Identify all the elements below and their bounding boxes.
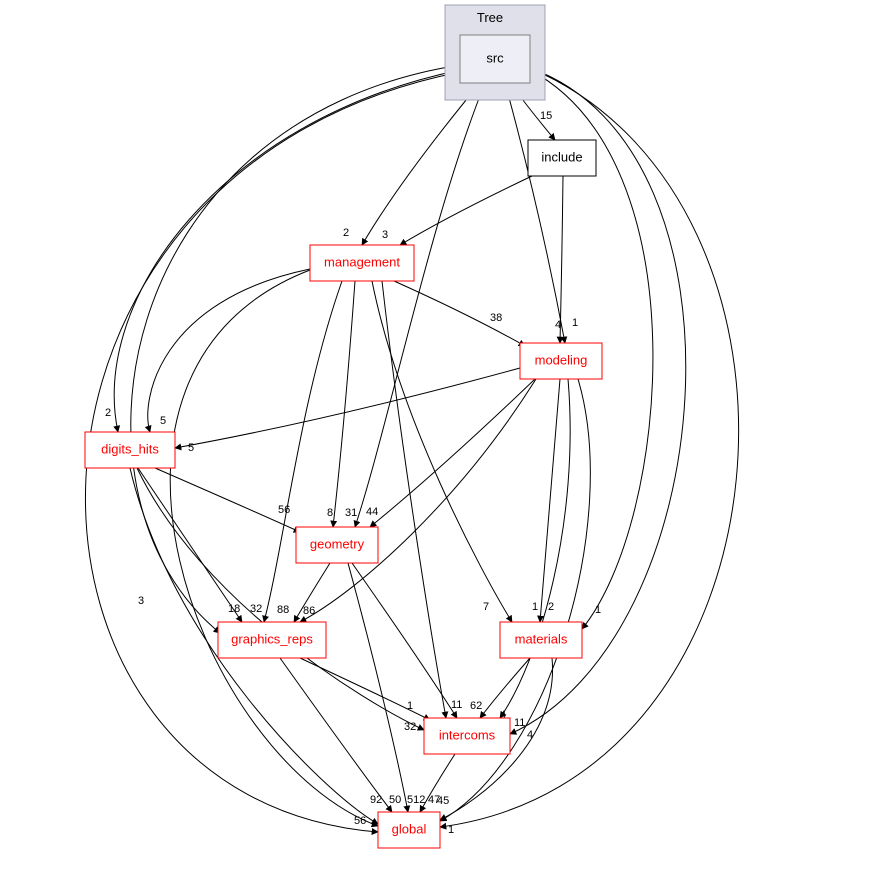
edge-label: 38 <box>490 312 502 324</box>
node-digits_hits-label: digits_hits <box>101 441 159 456</box>
edge-modeling-materials <box>540 379 560 622</box>
edge-label: 56 <box>354 815 366 827</box>
edge-label: 88 <box>277 604 289 616</box>
edge-graphics_reps-intercoms <box>300 658 430 720</box>
container-label: Tree <box>477 10 503 25</box>
edge-label: 5 <box>160 415 166 427</box>
node-graphics_reps-label: graphics_reps <box>231 631 313 646</box>
edge-src-management <box>362 83 480 245</box>
dependency-graph: 1523123141114543858313271565448812456183… <box>0 0 877 873</box>
edge-label: 44 <box>366 506 378 518</box>
edge-modeling-geometry <box>370 379 535 527</box>
node-management-label: management <box>324 254 400 269</box>
edge-label: 1 <box>572 317 578 329</box>
edge-label: 1 <box>448 824 454 836</box>
edge-label: 2 <box>343 227 349 239</box>
edge-management-graphics_reps <box>264 281 342 622</box>
edge-management-materials <box>372 281 512 622</box>
edge-graphics_reps-global <box>280 658 392 812</box>
edge-digits_hits-geometry <box>155 468 300 532</box>
edge-label: 50 <box>389 794 401 806</box>
edge-label: 4 <box>527 729 533 741</box>
edge-label: 512 <box>407 794 425 806</box>
node-include-label: include <box>541 149 582 164</box>
edge-label: 8 <box>327 507 333 519</box>
edge-label: 5 <box>188 442 194 454</box>
node-global-label: global <box>392 821 427 836</box>
node-src-label: src <box>486 50 504 65</box>
edge-management-geometry <box>333 281 355 527</box>
edge-src-geometry <box>355 83 485 527</box>
edge-label: 2 <box>105 407 111 419</box>
edge-label: 47 <box>428 794 440 806</box>
edge-label: 2 <box>548 601 554 613</box>
edge-label: 32 <box>404 721 416 733</box>
edge-label: 86 <box>303 605 315 617</box>
edge-label: 56 <box>278 504 290 516</box>
node-geometry-label: geometry <box>310 536 365 551</box>
edge-label: 7 <box>483 601 489 613</box>
edge-management-digits_hits <box>148 269 310 432</box>
edge-label: 11 <box>514 717 525 729</box>
edge-include-management <box>400 176 532 245</box>
node-modeling-label: modeling <box>535 352 588 367</box>
edge-modeling-intercoms <box>500 379 570 718</box>
edge-geometry-intercoms <box>352 563 457 718</box>
edge-label: 3 <box>138 595 144 607</box>
edge-src-graphics_reps <box>131 65 460 633</box>
edge-label: 4 <box>555 319 561 331</box>
edge-label: 3 <box>382 229 388 241</box>
edge-label: 11 <box>451 699 462 711</box>
edge-src-modeling <box>505 83 565 343</box>
edge-label: 62 <box>470 700 482 712</box>
edge-label: 1 <box>595 604 601 616</box>
edge-label: 31 <box>345 507 357 519</box>
node-intercoms-label: intercoms <box>439 727 496 742</box>
edge-label: 18 <box>228 603 240 615</box>
edge-label: 1 <box>532 601 538 613</box>
edge-label: 15 <box>540 110 552 122</box>
edge-modeling-global <box>440 379 590 821</box>
node-materials-label: materials <box>515 631 568 646</box>
edges: 1523123141114543858313271565448812456183… <box>85 65 738 836</box>
edge-include-modeling <box>560 176 563 343</box>
